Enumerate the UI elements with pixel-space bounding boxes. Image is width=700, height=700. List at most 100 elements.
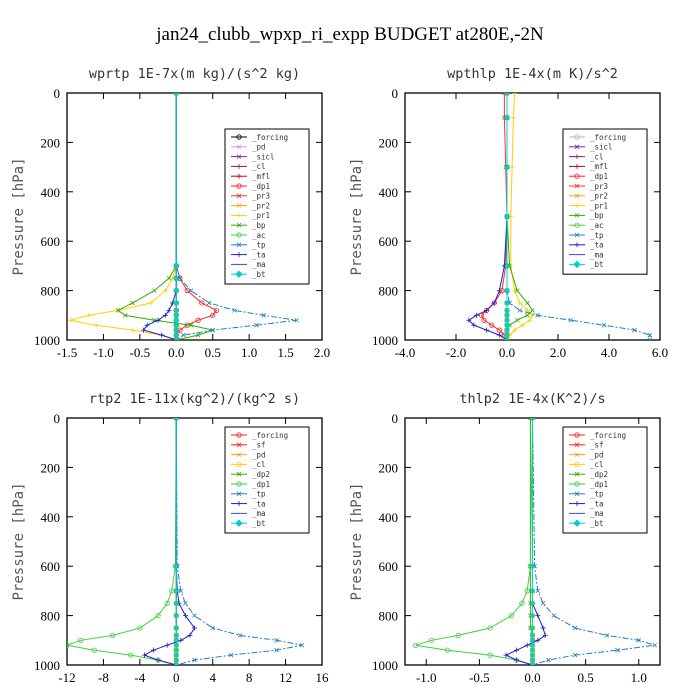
- data-point: [173, 588, 180, 594]
- x-tick-label: -1.5: [57, 345, 78, 360]
- legend-marker: [574, 442, 580, 448]
- y-tick-label: 400: [379, 185, 399, 200]
- legend-marker: [236, 452, 242, 457]
- x-tick-label: 0.0: [499, 345, 515, 360]
- data-point: [535, 588, 541, 594]
- data-point: [572, 625, 578, 631]
- data-point: [512, 93, 518, 96]
- data-point: [512, 288, 518, 294]
- legend-box: [224, 128, 310, 285]
- data-point: [261, 313, 266, 318]
- plot-title: wprtp 1E-7x(m kg)/(s^2 kg): [89, 66, 300, 82]
- data-point: [192, 625, 197, 631]
- data-point: [274, 638, 279, 643]
- data-point: [496, 332, 502, 338]
- legend-marker: [574, 452, 580, 457]
- legend-label: _dp1: [590, 480, 608, 489]
- y-tick-label: 200: [41, 135, 61, 150]
- data-point: [144, 322, 150, 328]
- data-point: [481, 317, 487, 323]
- legend-marker: [235, 270, 243, 278]
- data-point: [173, 93, 180, 96]
- legend-label: _tp: [252, 490, 266, 499]
- y-tick-label: 600: [41, 559, 61, 574]
- data-point: [182, 613, 188, 619]
- data-point: [173, 337, 180, 340]
- legend-label: _ma: [252, 260, 266, 269]
- data-point: [519, 322, 525, 328]
- data-point: [173, 600, 180, 607]
- legend-marker: [574, 432, 580, 438]
- data-point: [123, 313, 128, 318]
- legend-label: _forcing: [590, 431, 626, 440]
- legend-marker: [236, 144, 242, 150]
- data-point: [509, 164, 515, 170]
- x-tick-label: -12: [58, 670, 75, 685]
- legend-marker: [236, 222, 242, 228]
- data-point: [195, 332, 201, 338]
- legend-marker: [574, 461, 580, 467]
- data-point: [166, 275, 172, 281]
- data-point: [177, 275, 183, 281]
- data-point: [504, 93, 510, 96]
- legend-marker: [236, 193, 242, 199]
- legend-label: _ma: [252, 509, 266, 518]
- data-point: [484, 307, 490, 313]
- y-tick-label: 200: [379, 135, 399, 150]
- plot-title: thlp2 1E-4x(K^2)/s: [459, 391, 605, 407]
- y-axis-label: Pressure [hPa]: [11, 482, 27, 600]
- x-tick-label: 0.0: [168, 345, 184, 360]
- data-point: [525, 300, 530, 306]
- legend-label: _mfl: [252, 172, 270, 181]
- legend-marker: [574, 481, 580, 487]
- data-point: [206, 300, 212, 306]
- y-axis-label: Pressure [hPa]: [349, 482, 365, 600]
- data-point: [294, 317, 299, 323]
- data-point: [535, 313, 540, 318]
- data-point: [155, 612, 161, 619]
- data-point: [530, 308, 535, 313]
- legend-marker: [574, 471, 580, 477]
- y-tick-label: 1000: [34, 658, 60, 673]
- data-point: [504, 213, 510, 220]
- legend-marker: [236, 212, 242, 218]
- data-point: [137, 625, 143, 631]
- data-point: [181, 332, 186, 338]
- y-tick-label: 1000: [372, 658, 398, 673]
- legend-label: _dp1: [252, 182, 270, 191]
- legend-marker: [574, 183, 580, 189]
- data-point: [647, 332, 653, 338]
- plot-title: rtp2 1E-11x(kg^2)/(kg^2 s): [89, 391, 300, 407]
- y-tick-label: 1000: [372, 333, 398, 348]
- data-point: [173, 263, 180, 269]
- data-point: [529, 588, 536, 594]
- data-point: [192, 613, 197, 618]
- y-tick-label: 200: [379, 460, 399, 475]
- x-tick-label: 0.5: [205, 345, 221, 360]
- data-point: [93, 322, 99, 328]
- series-line: [504, 418, 546, 665]
- data-point: [503, 652, 509, 658]
- data-point: [254, 322, 259, 328]
- legend-label: _sicl: [590, 143, 613, 152]
- series-line: [468, 93, 508, 340]
- data-point: [455, 632, 461, 638]
- x-tick-label: 0: [173, 670, 180, 685]
- legend-label: _pr3: [252, 192, 270, 201]
- data-point: [151, 647, 157, 653]
- data-point: [141, 652, 147, 658]
- data-point: [529, 600, 536, 607]
- data-point: [504, 114, 510, 121]
- legend-label: _cl: [590, 152, 604, 161]
- figure-title: jan24_clubb_wpxp_ri_expp BUDGET at280E,-…: [155, 24, 544, 45]
- legend-label: _forcing: [252, 133, 288, 142]
- y-tick-label: 400: [41, 510, 61, 525]
- legend-marker: [574, 173, 580, 179]
- y-tick-label: 600: [41, 234, 61, 249]
- data-point: [68, 317, 74, 323]
- data-point: [529, 563, 536, 570]
- x-tick-label: 6.0: [652, 345, 668, 360]
- legend-label: _pr1: [252, 211, 270, 220]
- series-group: [67, 418, 305, 665]
- data-point: [551, 613, 557, 618]
